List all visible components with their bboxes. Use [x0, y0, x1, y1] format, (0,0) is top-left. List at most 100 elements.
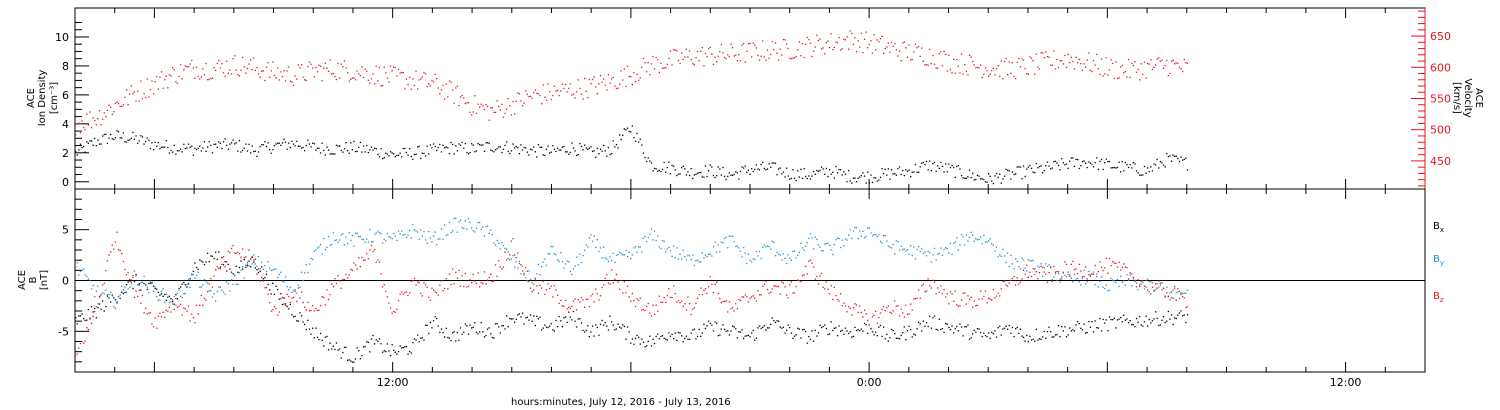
by-point: [760, 257, 762, 260]
by-point: [157, 299, 159, 301]
density-point: [587, 148, 589, 150]
velocity-point: [81, 120, 83, 122]
by-point: [520, 273, 522, 275]
density-point: [692, 177, 694, 180]
bx-point: [401, 347, 403, 349]
velocity-point: [793, 57, 796, 59]
bx-point: [518, 313, 521, 315]
bz-point: [919, 297, 921, 299]
bz-point: [814, 278, 816, 280]
bx-point: [859, 330, 861, 332]
by-point: [642, 237, 645, 239]
velocity-point: [754, 44, 756, 46]
bx-point: [658, 338, 660, 340]
bx-point: [620, 327, 622, 329]
velocity-point: [849, 30, 851, 32]
bx-point: [638, 336, 640, 338]
density-point: [90, 140, 93, 142]
bz-point: [428, 296, 430, 298]
velocity-point: [1038, 68, 1041, 70]
velocity-point: [553, 85, 555, 87]
by-point: [98, 296, 101, 299]
density-point: [432, 143, 435, 145]
bx-point: [711, 324, 713, 326]
velocity-point: [948, 54, 950, 56]
bx-point: [437, 325, 439, 327]
velocity-point: [935, 67, 937, 69]
bz-point: [563, 305, 565, 308]
bz-point: [315, 308, 317, 310]
velocity-point: [770, 53, 772, 56]
bx-point: [1116, 319, 1119, 321]
bz-point: [746, 296, 748, 298]
bx-point: [499, 332, 501, 334]
bz-point: [1054, 271, 1057, 273]
bz-point: [698, 294, 700, 296]
bx-point: [342, 351, 344, 354]
by-point: [122, 289, 124, 291]
bx-point: [918, 321, 920, 323]
density-point: [836, 172, 839, 174]
density-point: [1019, 166, 1022, 168]
bx-point: [160, 293, 163, 295]
velocity-point: [634, 80, 637, 83]
bx-point: [940, 328, 942, 331]
bx-point: [566, 321, 568, 323]
density-point: [313, 143, 315, 145]
velocity-point: [598, 83, 600, 85]
bz-point: [883, 305, 885, 308]
bx-point: [1177, 314, 1179, 316]
velocity-point: [547, 83, 549, 85]
bz-point: [938, 291, 940, 293]
bx-point: [598, 334, 600, 336]
by-point: [412, 223, 414, 226]
velocity-point: [393, 66, 395, 68]
bz-point: [685, 309, 688, 311]
bx-point: [663, 337, 665, 339]
bz-point: [1085, 266, 1087, 268]
bz-point: [512, 238, 514, 240]
velocity-point: [607, 74, 610, 76]
bz-point: [137, 295, 139, 298]
bz-point: [801, 274, 804, 277]
density-point: [180, 148, 182, 150]
bz-point: [329, 293, 331, 296]
bz-point: [517, 252, 519, 254]
velocity-axis-title-line-2: Velocity: [1462, 78, 1473, 117]
velocity-point: [218, 59, 220, 62]
by-point: [916, 248, 918, 251]
by-point: [447, 233, 449, 236]
density-point: [172, 151, 174, 153]
velocity-point: [1108, 69, 1111, 71]
bz-point: [859, 305, 861, 307]
by-point: [692, 254, 694, 256]
bx-point: [949, 328, 952, 331]
velocity-point: [887, 42, 889, 44]
velocity-point: [808, 39, 810, 41]
by-point: [353, 245, 355, 247]
density-point: [187, 143, 190, 145]
by-point: [119, 294, 121, 296]
bz-point: [1110, 265, 1112, 267]
velocity-point: [765, 59, 767, 61]
bz-point: [475, 282, 478, 285]
density-point: [143, 143, 145, 145]
by-point: [339, 239, 341, 241]
velocity-point: [690, 59, 692, 61]
density-point: [110, 133, 112, 136]
density-point: [1107, 160, 1109, 163]
by-point: [965, 234, 967, 236]
by-point: [536, 273, 538, 275]
density-point: [558, 149, 560, 151]
by-point: [676, 247, 678, 249]
by-point: [646, 240, 648, 243]
bx-point: [803, 328, 805, 331]
velocity-point: [779, 48, 781, 50]
density-point: [1112, 167, 1114, 169]
by-point: [744, 252, 746, 254]
velocity-point: [787, 47, 789, 50]
bz-point: [1159, 282, 1161, 285]
density-point: [105, 133, 107, 135]
bz-point: [633, 300, 635, 302]
bz-point: [630, 300, 632, 302]
